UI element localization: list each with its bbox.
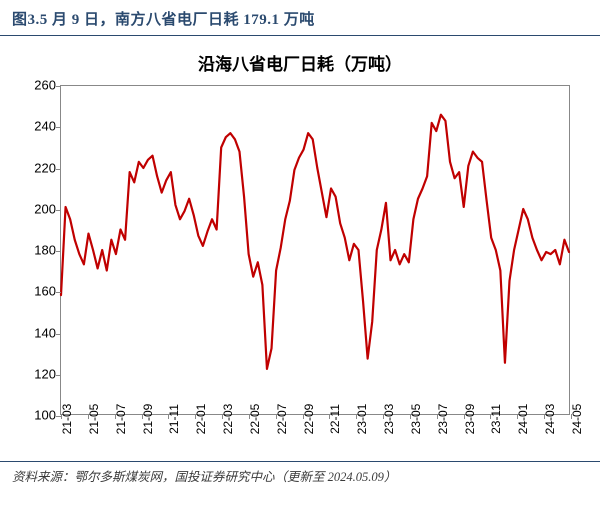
y-tick-label: 100 bbox=[34, 408, 56, 423]
x-tick-label: 23-07 bbox=[436, 404, 450, 435]
chart-box: 100120140160180200220240260 21-0321-0521… bbox=[18, 85, 578, 455]
x-axis: 21-0321-0521-0721-0921-1122-0122-0322-05… bbox=[60, 415, 570, 455]
source-citation: 资料来源：鄂尔多斯煤炭网，国投证券研究中心（更新至 2024.05.09） bbox=[0, 461, 600, 485]
line-series bbox=[61, 86, 569, 414]
plot-area bbox=[60, 85, 570, 415]
y-axis: 100120140160180200220240260 bbox=[18, 85, 60, 415]
x-tick-label: 22-05 bbox=[248, 404, 262, 435]
y-tick-label: 200 bbox=[34, 201, 56, 216]
y-tick-label: 180 bbox=[34, 243, 56, 258]
y-tick-label: 240 bbox=[34, 119, 56, 134]
x-tick-label: 22-09 bbox=[302, 404, 316, 435]
y-tick-label: 120 bbox=[34, 366, 56, 381]
y-tick-label: 160 bbox=[34, 284, 56, 299]
chart-container: 沿海八省电厂日耗（万吨） 100 120 140 160 180 200 220 240 260… bbox=[0, 36, 600, 459]
x-tick-label: 23-01 bbox=[355, 404, 369, 435]
x-tick-label: 23-03 bbox=[382, 404, 396, 435]
y-tick-label: 260 bbox=[34, 78, 56, 93]
x-tick-label: 22-03 bbox=[221, 404, 235, 435]
x-tick-label: 22-01 bbox=[194, 404, 208, 435]
x-tick-label: 22-07 bbox=[275, 404, 289, 435]
x-tick-label: 23-05 bbox=[409, 404, 423, 435]
chart-title: 沿海八省电厂日耗（万吨） bbox=[18, 50, 582, 75]
y-tick-label: 220 bbox=[34, 160, 56, 175]
x-tick-label: 24-05 bbox=[570, 404, 584, 435]
x-tick-label: 21-07 bbox=[114, 404, 128, 435]
x-tick-label: 23-11 bbox=[489, 404, 503, 434]
x-tick-label: 21-11 bbox=[167, 404, 181, 434]
x-tick-label: 21-09 bbox=[141, 404, 155, 435]
y-tick-label: 140 bbox=[34, 325, 56, 340]
figure-caption: 图3.5 月 9 日，南方八省电厂日耗 179.1 万吨 bbox=[0, 0, 600, 36]
x-tick-label: 21-03 bbox=[60, 404, 74, 435]
x-tick-label: 22-11 bbox=[328, 404, 342, 434]
x-tick-label: 21-05 bbox=[87, 404, 101, 435]
x-tick-label: 24-01 bbox=[516, 404, 530, 435]
x-tick-label: 24-03 bbox=[543, 404, 557, 435]
x-tick-label: 23-09 bbox=[463, 404, 477, 435]
